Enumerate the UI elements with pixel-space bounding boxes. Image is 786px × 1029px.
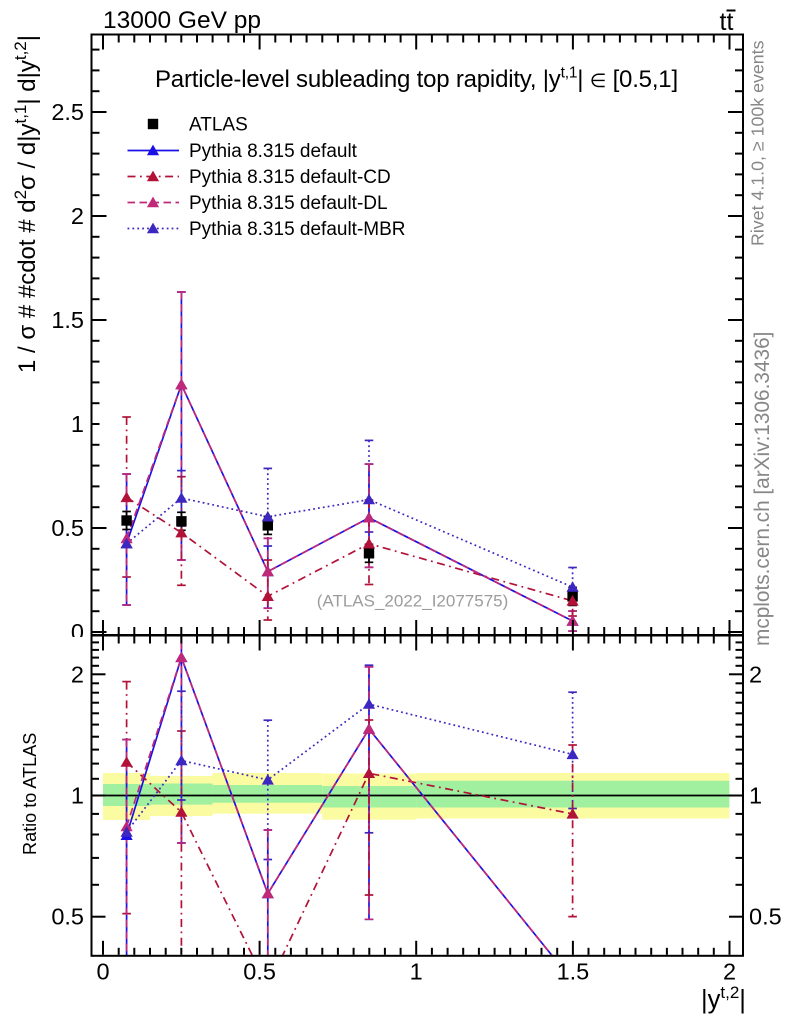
- svg-text:ATLAS: ATLAS: [189, 115, 248, 136]
- svg-text:2: 2: [71, 661, 84, 687]
- svg-text:Ratio to ATLAS: Ratio to ATLAS: [20, 733, 40, 855]
- svg-text:tt: tt: [720, 8, 734, 36]
- svg-text:0: 0: [71, 619, 84, 645]
- svg-text:Pythia 8.315 default-CD: Pythia 8.315 default-CD: [189, 167, 391, 188]
- svg-text:(ATLAS_2022_I2077575): (ATLAS_2022_I2077575): [317, 592, 509, 611]
- svg-text:1: 1: [71, 783, 84, 809]
- svg-text:1.5: 1.5: [557, 959, 590, 985]
- svg-text:1: 1: [410, 959, 423, 985]
- svg-text:1 / σ # #cdot # d2σ / d|yt,1|: 1 / σ # #cdot # d2σ / d|yt,1| d|yt,2|: [11, 35, 41, 373]
- svg-text:0.5: 0.5: [51, 515, 84, 541]
- svg-text:13000 GeV pp: 13000 GeV pp: [103, 7, 261, 34]
- svg-text:0: 0: [96, 959, 109, 985]
- svg-text:Pythia 8.315 default-DL: Pythia 8.315 default-DL: [189, 193, 388, 214]
- svg-text:Pythia 8.315 default: Pythia 8.315 default: [189, 141, 358, 162]
- svg-text:0.5: 0.5: [51, 904, 84, 930]
- svg-text:2: 2: [71, 203, 84, 229]
- svg-text:0.5: 0.5: [243, 959, 276, 985]
- svg-text:mcplots.cern.ch [arXiv:1306.34: mcplots.cern.ch [arXiv:1306.3436]: [751, 332, 774, 646]
- svg-text:1: 1: [749, 783, 762, 809]
- svg-text:2: 2: [723, 959, 736, 985]
- svg-text:0.5: 0.5: [749, 904, 782, 930]
- svg-text:Rivet 4.1.0, ≥ 100k events: Rivet 4.1.0, ≥ 100k events: [748, 40, 768, 246]
- svg-text:2.5: 2.5: [51, 99, 84, 125]
- svg-text:1.5: 1.5: [51, 307, 84, 333]
- svg-text:1: 1: [71, 411, 84, 437]
- svg-text:2: 2: [749, 661, 762, 687]
- svg-text:Pythia 8.315 default-MBR: Pythia 8.315 default-MBR: [189, 219, 406, 240]
